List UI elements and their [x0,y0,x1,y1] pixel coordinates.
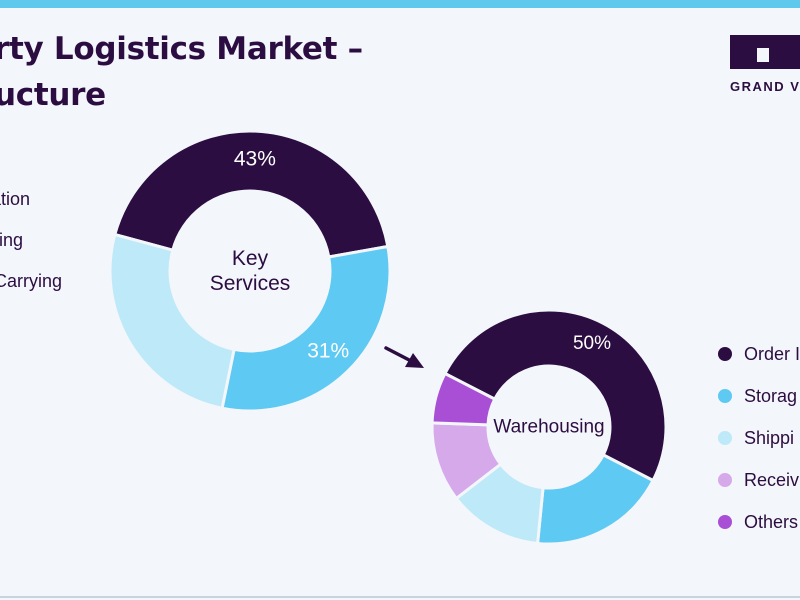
chart1-slice-1 [112,129,390,259]
legend-label: Shippi [744,427,795,448]
legend-dot [718,389,732,403]
warehousing-legend-item-3: Shippi [718,417,800,459]
chart2-center-label: Warehousing [493,417,604,438]
key-services-legend-item-1: rtation [0,189,31,209]
key-services-legend-item-3: y Carrying n [0,271,63,291]
legend-label: Receiv [744,469,800,490]
key-services-legend-item-2: using [0,230,24,250]
logo-notch [757,48,769,62]
warehousing-legend-item-2: Storag [718,375,800,417]
chart1-data-label-1: 43% [234,148,276,171]
chart1-data-label-2: 31% [307,340,349,363]
chart1-slice-2 [220,244,392,413]
chart2-slice-1 [442,308,668,483]
chart2-data-label-1: 50% [573,333,611,354]
warehousing-legend-item-1: Order I [718,333,800,375]
legend-label: Others [744,511,799,532]
legend-label: Order I [744,343,800,364]
arrow-icon [384,346,424,368]
warehousing-legend-item-5: Others [718,501,800,543]
key-services-legend: rtation using y Carrying n [0,188,100,333]
warehousing-legend: Order I Storag Shippi Receiv Others [718,333,800,543]
legend-dot [718,431,732,445]
legend-dot [718,515,732,529]
legend-dot [718,473,732,487]
chart2-slice-5 [430,371,497,427]
chart1-slice-3 [108,232,236,410]
warehousing-legend-item-4: Receiv [718,459,800,501]
legend-label: Storag [744,385,798,406]
top-accent-bar [0,0,800,8]
title-line-2: ucture [0,77,106,113]
title-line-1: rty Logistics Market – [0,31,363,67]
logo-text: GRAND V [730,79,800,94]
page-title: rty Logistics Market – ucture [0,26,363,118]
bottom-divider [0,596,800,598]
legend-dot [718,347,732,361]
chart1-center-label: Key Services [210,247,291,295]
